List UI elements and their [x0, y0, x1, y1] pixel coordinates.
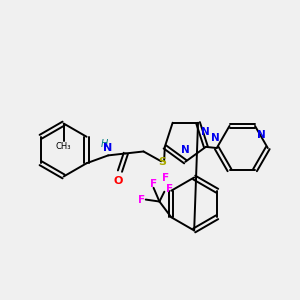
- Text: F: F: [138, 195, 145, 205]
- Text: CH₃: CH₃: [56, 142, 71, 151]
- Text: N: N: [201, 127, 210, 136]
- Text: N: N: [181, 145, 190, 155]
- Text: S: S: [158, 157, 166, 167]
- Text: N: N: [257, 130, 266, 140]
- Text: N: N: [103, 143, 112, 153]
- Text: O: O: [113, 176, 123, 186]
- Text: N: N: [211, 133, 220, 143]
- Text: F: F: [166, 184, 173, 194]
- Text: H: H: [100, 139, 108, 148]
- Text: F: F: [150, 179, 157, 189]
- Text: F: F: [161, 173, 169, 183]
